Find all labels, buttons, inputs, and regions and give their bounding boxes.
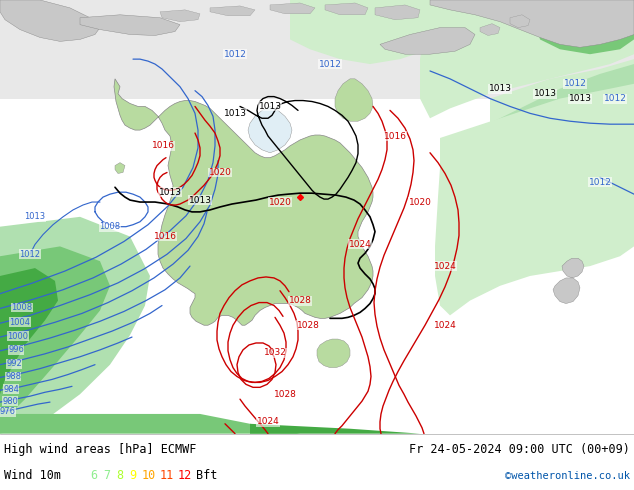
Text: 6: 6 bbox=[90, 469, 97, 483]
Polygon shape bbox=[420, 0, 634, 118]
Text: 1020: 1020 bbox=[408, 197, 432, 207]
Text: 1016: 1016 bbox=[384, 131, 406, 141]
Text: 1008: 1008 bbox=[11, 303, 32, 312]
Text: Fr 24-05-2024 09:00 UTC (00+09): Fr 24-05-2024 09:00 UTC (00+09) bbox=[409, 443, 630, 456]
Text: 1012: 1012 bbox=[20, 250, 41, 259]
Text: 1024: 1024 bbox=[434, 262, 456, 270]
Text: 1032: 1032 bbox=[264, 348, 287, 357]
Polygon shape bbox=[0, 268, 58, 394]
Text: 1012: 1012 bbox=[224, 49, 247, 59]
Polygon shape bbox=[535, 0, 634, 54]
Text: 980: 980 bbox=[2, 396, 18, 406]
Text: 1024: 1024 bbox=[257, 417, 280, 426]
Polygon shape bbox=[80, 15, 180, 35]
Polygon shape bbox=[380, 27, 475, 54]
Text: 1016: 1016 bbox=[152, 141, 174, 150]
Text: 11: 11 bbox=[160, 469, 174, 483]
Text: 7: 7 bbox=[103, 469, 110, 483]
Text: 1013: 1013 bbox=[224, 109, 247, 118]
Polygon shape bbox=[0, 0, 100, 41]
Polygon shape bbox=[553, 278, 580, 304]
Text: 1013: 1013 bbox=[569, 94, 592, 103]
Polygon shape bbox=[290, 0, 430, 64]
Polygon shape bbox=[270, 3, 315, 14]
Polygon shape bbox=[335, 79, 373, 121]
Polygon shape bbox=[430, 0, 634, 48]
Text: 1013: 1013 bbox=[188, 196, 212, 204]
Polygon shape bbox=[0, 217, 150, 434]
Text: 8: 8 bbox=[116, 469, 123, 483]
Polygon shape bbox=[210, 6, 255, 16]
Text: 9: 9 bbox=[129, 469, 136, 483]
Text: 1012: 1012 bbox=[604, 94, 626, 103]
Polygon shape bbox=[0, 414, 300, 434]
Polygon shape bbox=[510, 15, 530, 27]
Text: High wind areas [hPa] ECMWF: High wind areas [hPa] ECMWF bbox=[4, 443, 197, 456]
Polygon shape bbox=[440, 59, 634, 246]
Text: 996: 996 bbox=[8, 345, 24, 354]
Text: 1020: 1020 bbox=[209, 168, 231, 177]
Text: 988: 988 bbox=[5, 372, 21, 381]
Text: 1013: 1013 bbox=[25, 212, 46, 221]
Polygon shape bbox=[248, 106, 292, 153]
Text: Bft: Bft bbox=[196, 469, 217, 483]
Polygon shape bbox=[375, 5, 420, 20]
Text: 1000: 1000 bbox=[8, 332, 29, 341]
Text: 1012: 1012 bbox=[588, 178, 611, 187]
Polygon shape bbox=[460, 64, 634, 222]
Text: Wind 10m: Wind 10m bbox=[4, 469, 61, 483]
Polygon shape bbox=[115, 163, 125, 173]
Polygon shape bbox=[317, 339, 350, 368]
Text: 1012: 1012 bbox=[318, 60, 342, 69]
Text: 1013: 1013 bbox=[259, 102, 281, 111]
Text: 992: 992 bbox=[6, 359, 22, 368]
Polygon shape bbox=[0, 0, 634, 98]
Text: 10: 10 bbox=[142, 469, 156, 483]
Polygon shape bbox=[480, 24, 500, 35]
Text: 1024: 1024 bbox=[434, 321, 456, 330]
Text: ©weatheronline.co.uk: ©weatheronline.co.uk bbox=[505, 471, 630, 481]
Text: 1013: 1013 bbox=[533, 89, 557, 98]
Polygon shape bbox=[562, 258, 584, 278]
Text: 976: 976 bbox=[0, 408, 16, 416]
Text: 1004: 1004 bbox=[10, 318, 30, 327]
Text: 1024: 1024 bbox=[349, 240, 372, 249]
Text: 1012: 1012 bbox=[564, 79, 586, 88]
Text: 1013: 1013 bbox=[158, 188, 181, 196]
Text: 1013: 1013 bbox=[489, 84, 512, 93]
Text: 984: 984 bbox=[3, 385, 19, 394]
Polygon shape bbox=[435, 84, 634, 316]
Text: 12: 12 bbox=[178, 469, 192, 483]
Text: 1028: 1028 bbox=[273, 390, 297, 399]
Text: 1008: 1008 bbox=[100, 222, 120, 231]
Text: 1028: 1028 bbox=[288, 296, 311, 305]
Polygon shape bbox=[250, 424, 420, 434]
Text: 1016: 1016 bbox=[153, 232, 176, 241]
Polygon shape bbox=[0, 246, 110, 424]
Polygon shape bbox=[114, 79, 373, 325]
Polygon shape bbox=[325, 3, 368, 15]
Polygon shape bbox=[160, 10, 200, 22]
Text: 1020: 1020 bbox=[269, 197, 292, 207]
Text: 1028: 1028 bbox=[297, 321, 320, 330]
